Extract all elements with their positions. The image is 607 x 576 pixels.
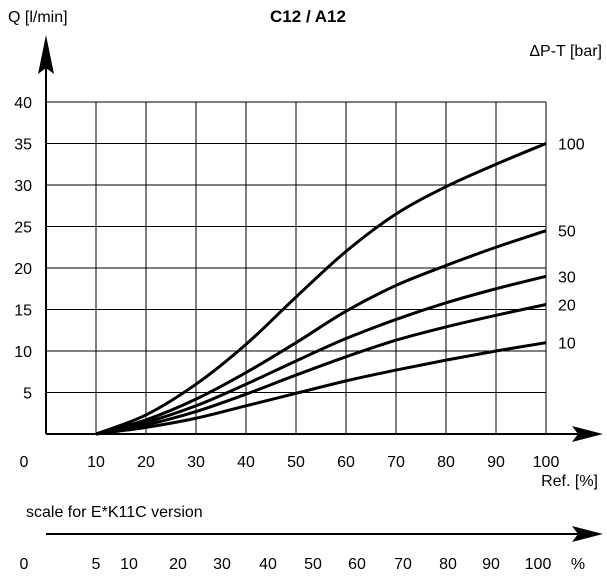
- legend-title: ΔP-T [bar]: [529, 43, 602, 60]
- x-tick-label-40: 40: [237, 454, 255, 471]
- secondary-tick-label-70: 70: [394, 556, 412, 573]
- x-tick-label-60: 60: [337, 454, 355, 471]
- secondary-tick-label-10: 10: [120, 556, 138, 573]
- series-line-30: [95, 274, 547, 436]
- grid: [46, 101, 547, 434]
- series-lines: 100 50 30 20 10: [95, 137, 585, 436]
- series-label-50: 50: [558, 224, 576, 241]
- secondary-tick-label-30: 30: [213, 556, 231, 573]
- y-tick-label-35: 35: [14, 137, 32, 154]
- secondary-tick-label-5: 5: [92, 556, 101, 573]
- secondary-tick-label-20: 20: [169, 556, 187, 573]
- y-tick-label-25: 25: [14, 220, 32, 237]
- secondary-axis-arrowhead: [572, 526, 603, 542]
- y-tick-label-10: 10: [14, 344, 32, 361]
- x-tick-label-20: 20: [137, 454, 155, 471]
- secondary-origin-label: 0: [20, 556, 29, 573]
- axes: [38, 35, 603, 442]
- x-tick-label-50: 50: [287, 454, 305, 471]
- series-line-10: [95, 341, 547, 436]
- x-axis-arrowhead: [572, 426, 603, 442]
- x-tick-label-30: 30: [187, 454, 205, 471]
- x-tick-label-80: 80: [437, 454, 455, 471]
- y-axis-arrowhead: [38, 35, 54, 74]
- y-tick-label-15: 15: [14, 303, 32, 320]
- chart-title: C12 / A12: [270, 7, 346, 26]
- x-tick-label-100: 100: [533, 454, 560, 471]
- y-tick-label-40: 40: [14, 95, 32, 112]
- origin-label: 0: [20, 454, 29, 471]
- series-line-100: [95, 142, 547, 436]
- series-line-20: [95, 303, 547, 436]
- secondary-tick-label-40: 40: [259, 556, 277, 573]
- series-label-30: 30: [558, 269, 576, 286]
- x-axis-label: Ref. [%]: [541, 473, 598, 490]
- secondary-scale-caption: scale for E*K11C version: [26, 504, 203, 521]
- x-tick-label-70: 70: [387, 454, 405, 471]
- secondary-tick-label-100: 100: [525, 556, 552, 573]
- series-line-50: [95, 229, 547, 436]
- secondary-scale: 5 10 20 30 40 50 60 70 80 90 100: [46, 526, 603, 573]
- tick-labels: 10 20 30 40 50 60 70 80 90 100 5 10 15 20 25 30 35 40: [14, 95, 559, 471]
- series-label-20: 20: [558, 298, 576, 315]
- secondary-tick-label-80: 80: [439, 556, 457, 573]
- secondary-unit-label: %: [571, 556, 585, 573]
- series-label-10: 10: [558, 336, 576, 353]
- y-tick-label-20: 20: [14, 261, 32, 278]
- secondary-tick-label-90: 90: [482, 556, 500, 573]
- secondary-tick-label-50: 50: [304, 556, 322, 573]
- y-tick-label-30: 30: [14, 178, 32, 195]
- series-label-100: 100: [558, 137, 585, 154]
- x-tick-label-10: 10: [87, 454, 105, 471]
- x-tick-label-90: 90: [487, 454, 505, 471]
- secondary-tick-label-60: 60: [348, 556, 366, 573]
- y-tick-label-5: 5: [23, 386, 32, 403]
- y-axis-label: Q [l/min]: [8, 9, 68, 26]
